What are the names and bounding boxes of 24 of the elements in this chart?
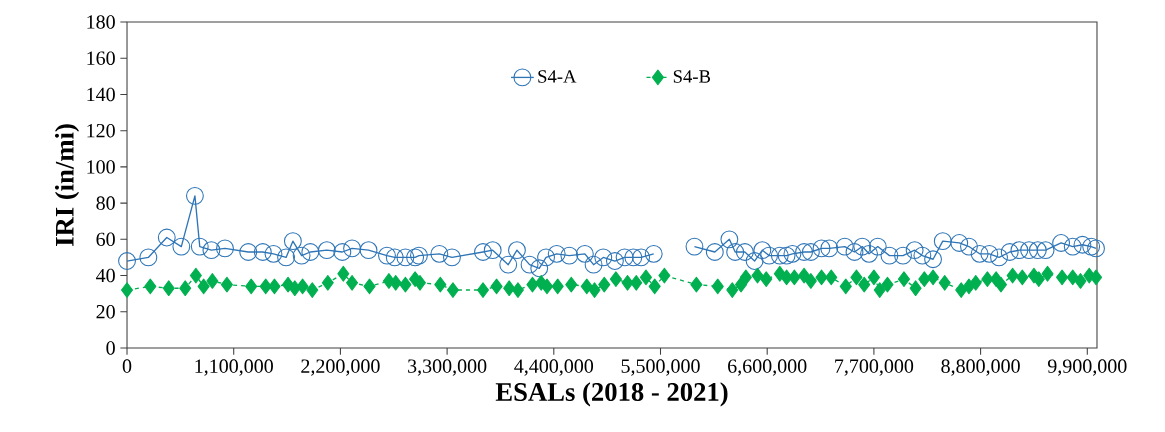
y-tick-label: 180 [87,15,115,29]
y-tick-label: 140 [87,87,115,102]
y-tick-label: 0 [106,341,115,355]
legend-label: S4-B [673,70,711,83]
x-tick-label: 7,700,000 [835,359,914,376]
y-tick-label: 20 [96,305,115,319]
x-tick-label: 2,200,000 [301,359,380,376]
x-tick-label: 3,300,000 [408,359,487,376]
y-tick-label: 80 [96,196,115,210]
y-axis-title: IRI (in/mi) [54,124,80,246]
x-tick-label: 9,900,000 [1047,359,1127,376]
y-tick-label: 120 [87,123,115,138]
x-tick-label: 0 [122,359,132,373]
x-tick-label: 8,800,000 [941,359,1020,376]
x-tick-label: 6,600,000 [728,359,807,376]
y-tick-label: 60 [96,232,115,247]
y-tick-label: 40 [96,268,115,283]
x-tick-label: 1,100,000 [195,359,273,376]
x-tick-label: 5,500,000 [621,359,700,376]
y-tick-label: 160 [87,51,115,65]
x-tick-label: 4,400,000 [514,359,594,376]
x-axis-title: ESALs (2018 - 2021) [495,382,728,407]
y-tick-label: 100 [87,160,115,174]
legend-label: S4-A [538,70,577,83]
